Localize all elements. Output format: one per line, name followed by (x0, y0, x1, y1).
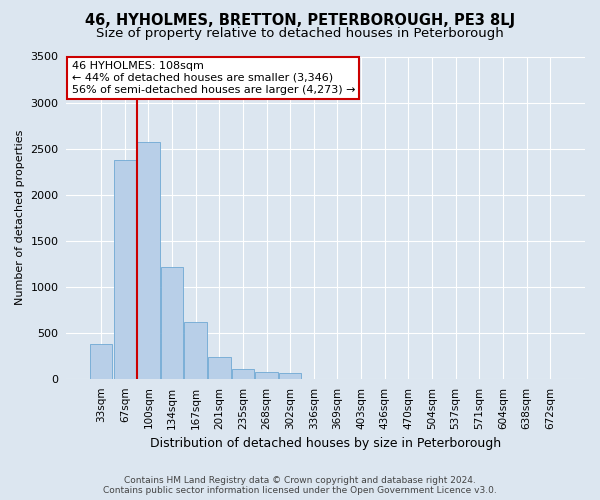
Bar (137, 142, 160, 379)
Bar (208, 357, 230, 379)
Bar (256, 372, 278, 379)
Text: Size of property relative to detached houses in Peterborough: Size of property relative to detached ho… (96, 28, 504, 40)
Text: 46, HYHOLMES, BRETTON, PETERBOROUGH, PE3 8LJ: 46, HYHOLMES, BRETTON, PETERBOROUGH, PE3… (85, 12, 515, 28)
Bar (279, 374, 301, 379)
Y-axis label: Number of detached properties: Number of detached properties (15, 130, 25, 306)
Text: Contains HM Land Registry data © Crown copyright and database right 2024.
Contai: Contains HM Land Registry data © Crown c… (103, 476, 497, 495)
Bar (161, 266, 183, 379)
Bar (90, 344, 112, 379)
Bar (113, 160, 136, 379)
X-axis label: Distribution of detached houses by size in Peterborough: Distribution of detached houses by size … (150, 437, 501, 450)
Bar (232, 369, 254, 379)
Bar (184, 322, 207, 379)
Text: 46 HYHOLMES: 108sqm
← 44% of detached houses are smaller (3,346)
56% of semi-det: 46 HYHOLMES: 108sqm ← 44% of detached ho… (71, 62, 355, 94)
